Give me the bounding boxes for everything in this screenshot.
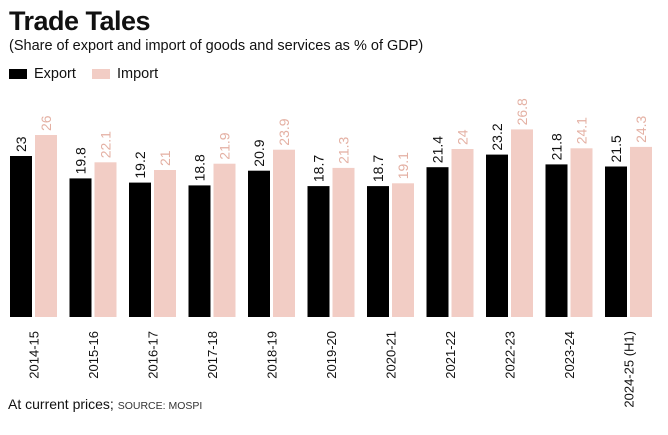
bar-export-2024-25 (H1): [605, 166, 627, 317]
bar-import-2021-22: [451, 149, 474, 317]
x-tick-label: 2017-18: [205, 331, 220, 379]
bar-import-2020-21: [392, 183, 414, 317]
data-label-export: 20.9: [251, 139, 267, 166]
bar-export-2022-23: [486, 154, 508, 317]
bar-import-2024-25 (H1): [630, 146, 652, 317]
x-tick-label: 2021-22: [443, 331, 458, 379]
bar-export-2019-20: [307, 186, 330, 317]
bar-export-2023-24: [545, 164, 568, 317]
data-label-import: 26.8: [514, 98, 530, 125]
data-label-export: 19.2: [132, 151, 148, 178]
legend-import: Import: [92, 66, 158, 82]
data-label-export: 23.2: [489, 123, 505, 150]
source-text: SOURCE: MOSPI: [117, 400, 203, 412]
x-tick-label: 2023-24: [562, 331, 577, 379]
x-tick-label: 2015-16: [86, 331, 101, 379]
x-tick-label: 2019-20: [324, 331, 339, 379]
bar-export-2017-18: [188, 185, 211, 317]
bar-export-2018-19: [248, 170, 270, 317]
data-label-import: 21: [157, 150, 173, 166]
bar-import-2017-18: [213, 163, 236, 317]
legend-swatch-export: [9, 69, 27, 79]
legend-swatch-import: [92, 69, 110, 79]
x-tick-label: 2014-15: [27, 331, 42, 379]
x-tick-label: 2024-25 (H1): [622, 331, 637, 408]
legend-label-import: Import: [117, 66, 159, 82]
bar-import-2019-20: [332, 167, 355, 317]
x-tick-label: 2020-21: [384, 331, 399, 379]
data-label-export: 19.8: [73, 147, 89, 174]
data-label-import: 21.3: [336, 136, 352, 163]
bar-export-2020-21: [367, 186, 389, 317]
data-label-export: 18.7: [370, 155, 386, 182]
bar-import-2022-23: [511, 129, 533, 317]
bar-export-2016-17: [129, 182, 151, 317]
footnote-text: At current prices;: [8, 396, 114, 412]
data-label-import: 23.9: [276, 118, 292, 145]
chart-title: Trade Tales: [9, 6, 151, 36]
data-label-import: 21.9: [217, 132, 233, 159]
data-label-import: 24.1: [574, 117, 590, 144]
bar-import-2016-17: [154, 170, 176, 317]
data-label-export: 21.5: [608, 135, 624, 162]
x-tick-label: 2018-19: [265, 331, 280, 379]
data-label-export: 18.7: [311, 155, 327, 182]
bar-import-2014-15: [35, 135, 57, 317]
bar-import-2023-24: [570, 148, 593, 317]
bar-import-2015-16: [94, 162, 117, 317]
x-tick-label: 2022-23: [503, 331, 518, 379]
bar-export-2014-15: [10, 156, 32, 317]
data-label-export: 18.8: [192, 154, 208, 181]
footnote: At current prices; SOURCE: MOSPI: [8, 396, 202, 412]
bar-export-2021-22: [426, 167, 449, 317]
x-tick-label: 2016-17: [146, 331, 161, 379]
bar-import-2018-19: [273, 149, 295, 317]
data-label-import: 24.3: [633, 115, 649, 142]
data-label-export: 23: [13, 136, 29, 152]
legend-export: Export: [9, 66, 76, 82]
bar-export-2015-16: [69, 178, 92, 317]
data-label-import: 19.1: [395, 152, 411, 179]
data-label-export: 21.8: [549, 133, 565, 160]
legend-label-export: Export: [34, 66, 76, 82]
data-label-import: 24: [455, 129, 471, 145]
chart-subtitle: (Share of export and import of goods and…: [9, 38, 424, 54]
data-label-import: 26: [38, 115, 54, 131]
data-label-import: 22.1: [98, 131, 114, 158]
data-label-export: 21.4: [430, 136, 446, 163]
